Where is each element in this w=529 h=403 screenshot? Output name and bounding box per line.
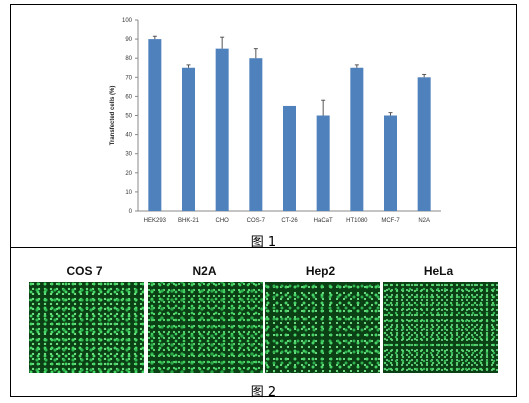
bar-ht1080 <box>350 67 364 211</box>
y-tick-label: 30 <box>125 152 132 158</box>
y-axis-title: Transfected cells (%) <box>110 86 116 146</box>
x-tick-label-bhk-21: BHK-21 <box>178 218 200 224</box>
bar-hek293 <box>148 39 162 211</box>
micrograph-label-n2a: N2A <box>192 264 217 278</box>
bar-hacat <box>316 115 330 211</box>
x-tick-label-ct-26: CT-26 <box>281 218 298 224</box>
y-tick-label: 40 <box>125 133 132 139</box>
x-tick-label-n2a: N2A <box>418 218 430 224</box>
x-tick-label-cho: CHO <box>215 218 229 224</box>
figure-frame: 0 10 20 30 40 50 60 70 80 90 100 Transfected cells … <box>10 4 517 400</box>
bar-n2a <box>417 77 431 211</box>
micrograph-label-hep2: Hep2 <box>305 264 336 278</box>
x-tick-label-hek293: HEK293 <box>144 218 167 224</box>
micrograph-hep2 <box>265 282 380 373</box>
micrograph-label-cos7: COS 7 <box>66 264 103 278</box>
y-tick-label: 20 <box>125 171 132 177</box>
bar-ct-26 <box>283 105 296 211</box>
bar-cos-7 <box>249 58 263 212</box>
bar-chart: 0 10 20 30 40 50 60 70 80 90 100 Transfected cells … <box>110 18 441 224</box>
y-tick-label: 70 <box>125 75 132 81</box>
y-tick-label: 100 <box>122 18 133 24</box>
x-tick-label-cos-7: COS-7 <box>247 218 266 224</box>
bar-cho <box>215 48 229 212</box>
x-tick-label-ht1080: HT1080 <box>346 218 368 224</box>
x-tick-label-mcf-7: MCF-7 <box>381 218 400 224</box>
y-tick-label: 0 <box>129 209 133 215</box>
micrograph-cos7 <box>29 282 144 373</box>
figure-1-caption: 图 1 <box>250 235 277 250</box>
micrograph-n2a <box>148 282 263 373</box>
y-tick-label: 90 <box>125 37 132 43</box>
micrograph-label-hela: HeLa <box>423 264 454 278</box>
y-tick-label: 50 <box>125 114 132 120</box>
figure-2-caption: 图 2 <box>250 385 277 400</box>
y-tick-label: 60 <box>125 94 132 100</box>
bar-mcf-7 <box>384 115 397 211</box>
bar-bhk-21 <box>182 67 195 211</box>
y-tick-label: 10 <box>125 190 132 196</box>
section-divider <box>11 247 516 248</box>
micrograph-hela <box>383 282 498 373</box>
x-tick-label-hacat: HaCaT <box>314 218 333 224</box>
y-tick-label: 80 <box>125 56 132 62</box>
